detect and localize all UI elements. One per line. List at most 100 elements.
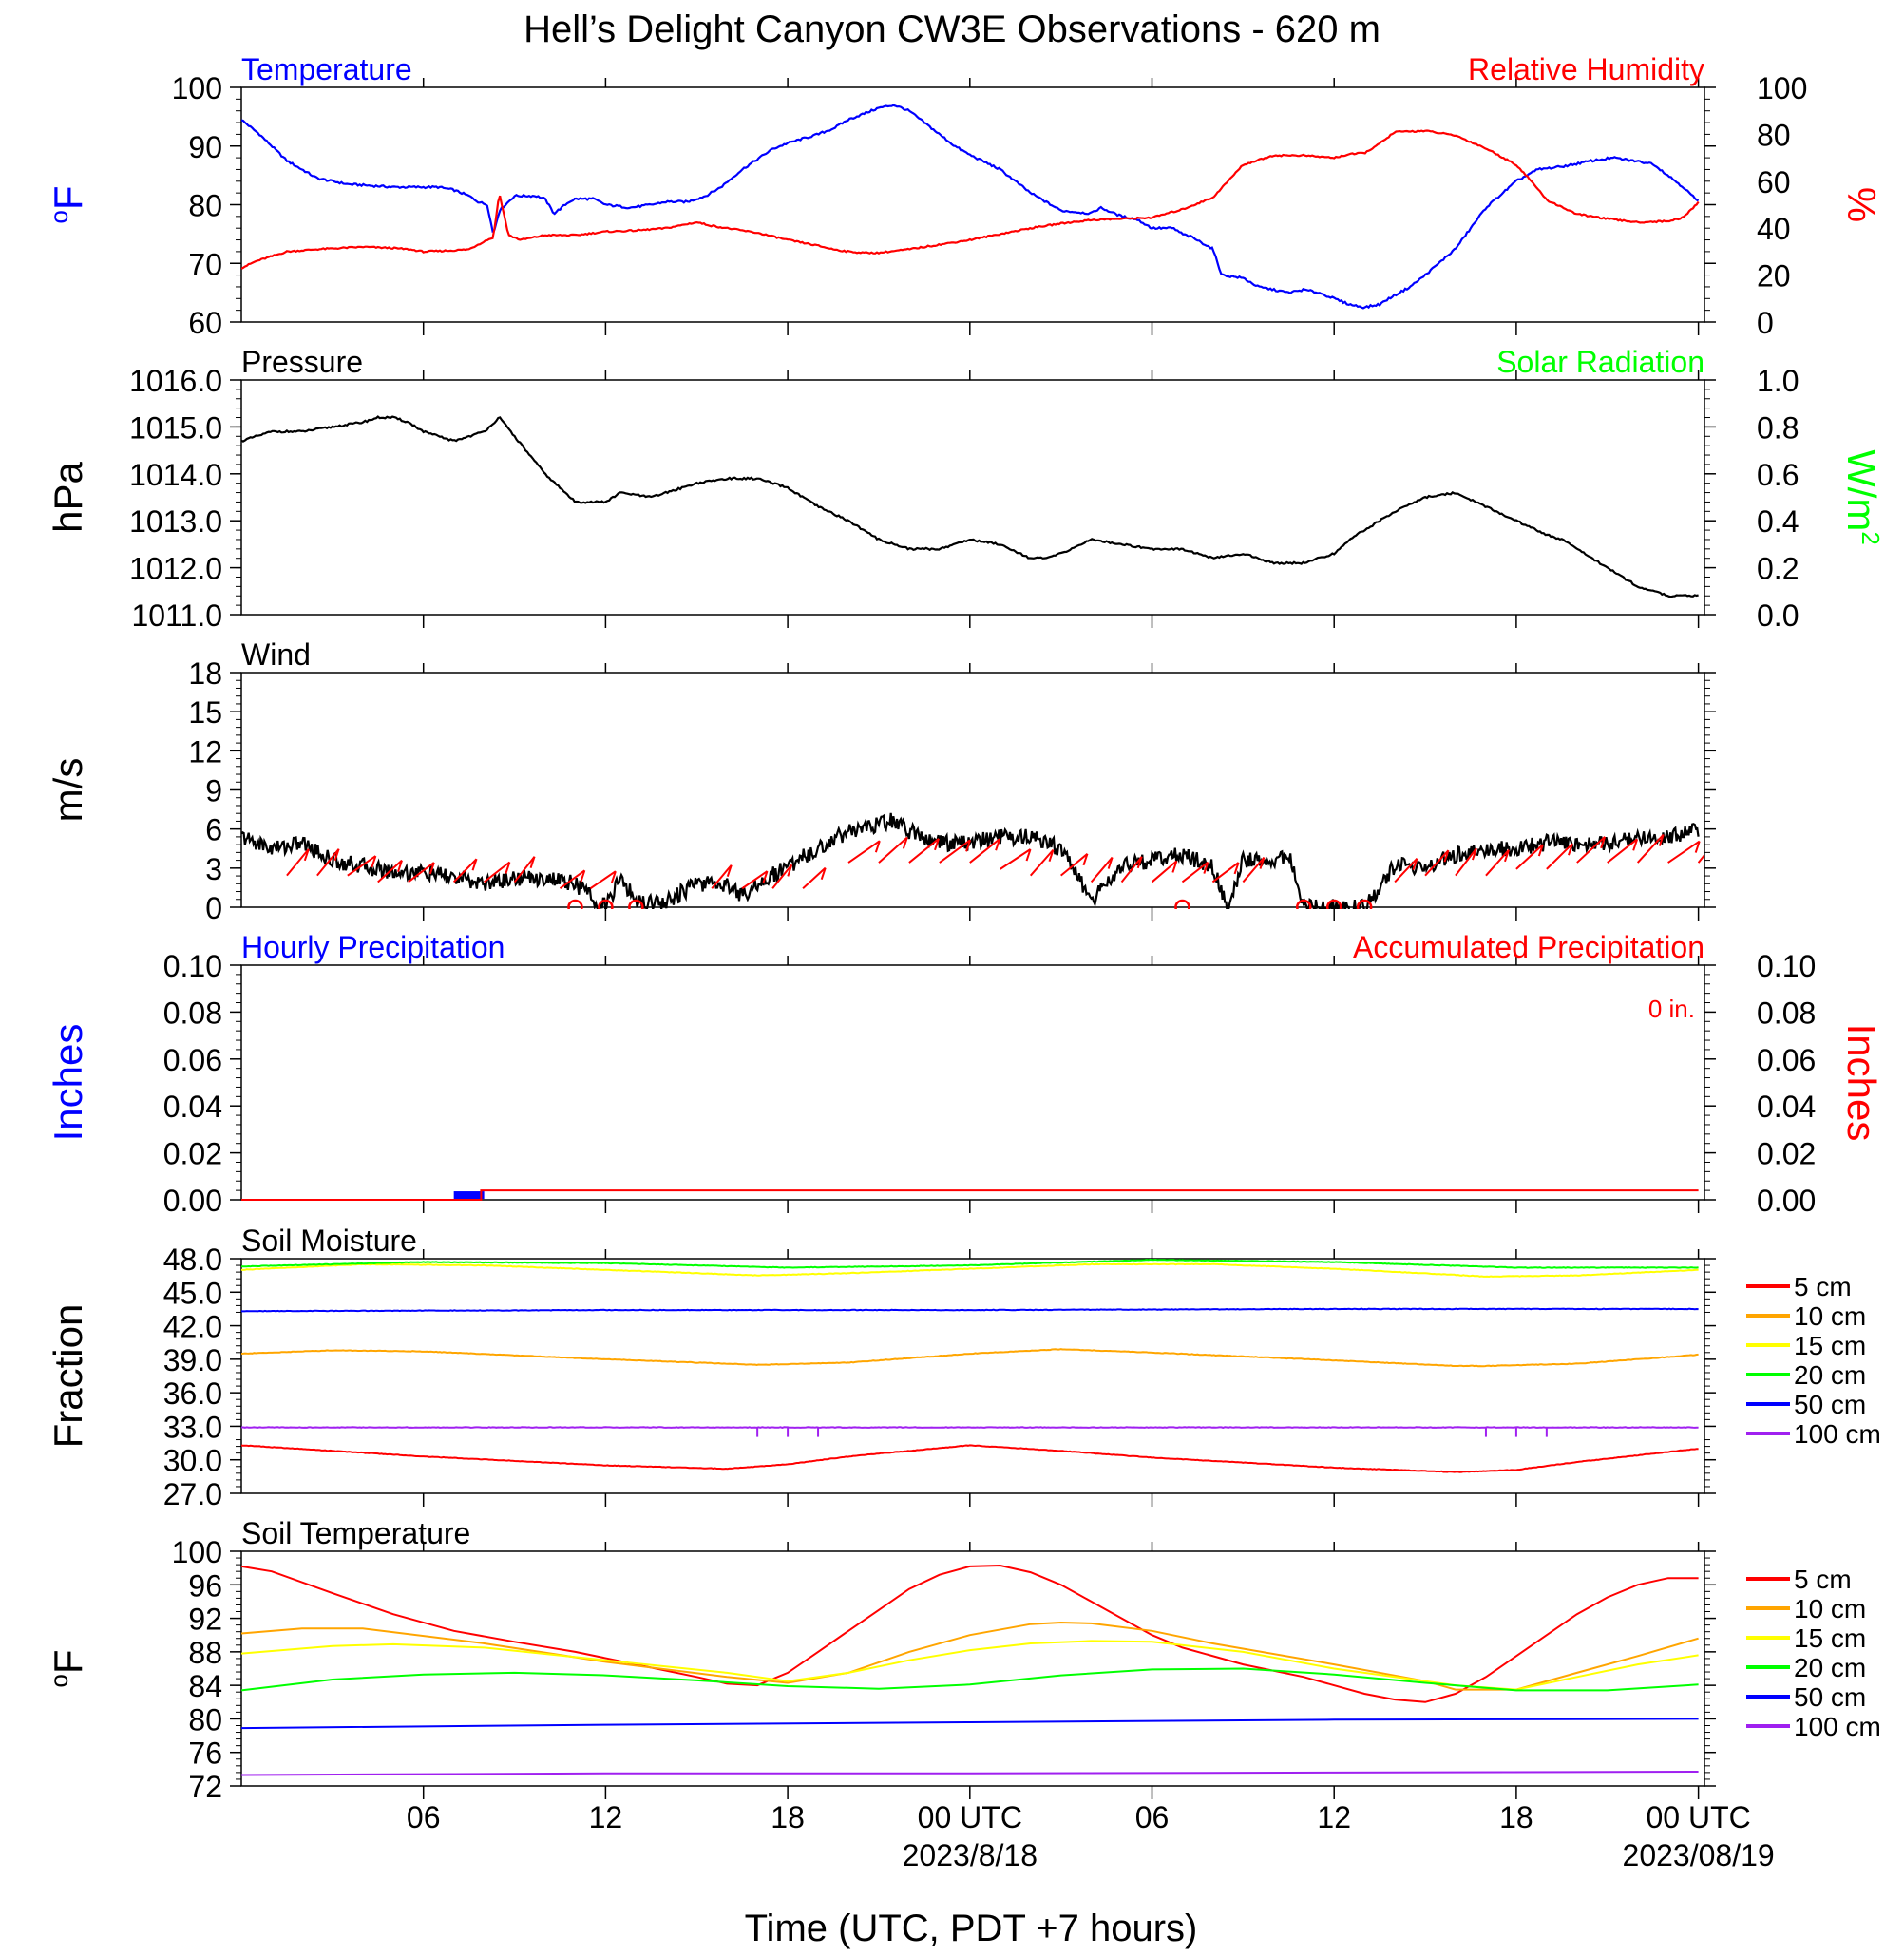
wind-barb <box>513 856 536 883</box>
legend-label: 50 cm <box>1794 1390 1866 1419</box>
x-tick-label: 18 <box>771 1800 805 1834</box>
legend-label: 100 cm <box>1794 1419 1881 1449</box>
wind-barb <box>1636 833 1665 864</box>
legend-label: 15 cm <box>1794 1331 1866 1360</box>
figure-title: Hell’s Delight Canyon CW3E Observations … <box>524 9 1380 50</box>
wind-barb <box>1394 858 1418 883</box>
y-tick-label: 0.08 <box>163 996 222 1030</box>
legend-label: 20 cm <box>1794 1653 1866 1682</box>
panel-title-right: Solar Radiation <box>1496 345 1704 379</box>
y-axis-label-left: Fraction <box>46 1304 90 1449</box>
x-axis-title: Time (UTC, PDT +7 hours) <box>745 1908 1198 1949</box>
series-line <box>241 1258 1699 1269</box>
series-line <box>241 1564 1699 1703</box>
y-right-tick-label: 0.08 <box>1757 996 1816 1030</box>
series-line <box>241 1426 1699 1429</box>
plot-frame <box>240 964 1705 1201</box>
y-tick-label: 9 <box>205 774 222 808</box>
calm-wind-marker <box>598 899 614 909</box>
panel-title-left: Soil Moisture <box>241 1224 417 1258</box>
y-right-tick-label: 0.00 <box>1757 1184 1816 1218</box>
y-tick-label: 60 <box>188 306 222 340</box>
y-right-tick-label: 0.06 <box>1757 1043 1816 1077</box>
wind-barb <box>1090 856 1114 883</box>
calm-wind-marker <box>1356 899 1373 909</box>
wind-barb-flag <box>1259 857 1266 869</box>
wind-barb-flag <box>965 840 972 852</box>
legend-label: 15 cm <box>1794 1623 1866 1653</box>
panel-3: 0.10 0.08 0.06 0.04 0.02 0.00 0.10 0.08 0.06 0.04… <box>46 930 1884 1218</box>
wind-barb-flag <box>820 867 827 880</box>
y-tick-label: 27.0 <box>163 1477 222 1511</box>
y-tick-label: 1013.0 <box>129 504 222 539</box>
y-tick-label: 1014.0 <box>129 458 222 492</box>
y-tick-label: 76 <box>188 1737 222 1771</box>
y-right-tick-label: 0.0 <box>1757 598 1799 633</box>
panel-0: 100 90 80 70 60 100 80 60 40 20 0 Temperature Relati… <box>45 52 1884 340</box>
panel-title-left: Pressure <box>241 345 363 379</box>
y-right-tick-label: 0.4 <box>1757 504 1799 539</box>
y-right-tick-label: 0.6 <box>1757 458 1799 492</box>
wind-barb <box>347 855 376 877</box>
y-right-tick-label: 1.0 <box>1757 364 1799 398</box>
panel-title-right: Relative Humidity <box>1468 52 1704 86</box>
wind-barb <box>1060 853 1089 877</box>
wind-barb-flag <box>934 838 940 851</box>
calm-wind-marker <box>1174 899 1190 909</box>
wind-barb <box>741 870 769 890</box>
panel-1: 1016.0 1015.0 1014.0 1013.0 1012.0 1011.0 1.0 0… <box>46 345 1885 633</box>
wind-barb-flag <box>1567 843 1573 856</box>
x-date-label: 2023/8/18 <box>903 1838 1038 1872</box>
panel-title-right: Accumulated Precipitation <box>1353 930 1704 964</box>
wind-barb-flag <box>787 864 793 877</box>
hourly-precip-bar <box>453 1191 485 1200</box>
y-axis-label-left: Inches <box>46 1024 90 1142</box>
wind-barb <box>1120 856 1143 883</box>
wind-barb-flag <box>762 870 769 883</box>
panel-title-left: Soil Temperature <box>241 1516 470 1550</box>
y-tick-label: 36.0 <box>163 1376 222 1411</box>
wind-barb-flag <box>397 860 403 872</box>
x-tick-label: 12 <box>1317 1800 1351 1834</box>
wind-barb-flag <box>1443 849 1450 863</box>
panel-title-left: Temperature <box>241 52 412 86</box>
series-line <box>241 1771 1699 1776</box>
y-tick-label: 0.04 <box>163 1090 222 1124</box>
y-right-tick-label: 40 <box>1757 212 1791 246</box>
wind-barb-flag <box>428 862 435 875</box>
wind-barb-flag <box>610 870 617 883</box>
wind-barb <box>1485 849 1510 877</box>
y-tick-label: 18 <box>188 656 222 691</box>
wind-barb <box>589 870 617 890</box>
wind-barb <box>1607 838 1638 864</box>
wind-barb-flag <box>1082 853 1089 866</box>
y-tick-label: 92 <box>188 1603 222 1637</box>
wind-barb-flag <box>1694 841 1701 853</box>
y-tick-label: 90 <box>188 130 222 164</box>
wind-barb <box>1576 836 1606 864</box>
wind-barb <box>286 848 310 877</box>
panel-2: 18 15 12 9 6 3 0 Wind m/s <box>46 637 1716 925</box>
wind-barb <box>559 869 585 890</box>
wind-barb <box>1211 862 1240 883</box>
plot-frame <box>240 1550 1705 1787</box>
y-tick-label: 0.10 <box>163 949 222 983</box>
wind-barb <box>1424 849 1450 877</box>
panel-title-left: Wind <box>241 637 311 672</box>
x-date-label: 2023/08/19 <box>1623 1838 1775 1872</box>
y-axis-label-left: hPa <box>46 461 90 532</box>
wind-barb <box>1697 853 1704 864</box>
wind-barb <box>408 862 435 883</box>
y-tick-label: 1012.0 <box>129 552 222 586</box>
wind-barb-flag <box>995 838 1001 851</box>
legend-label: 20 cm <box>1794 1360 1866 1390</box>
wind-barb-flag <box>505 862 511 874</box>
series-line <box>241 104 1700 310</box>
wind-barb-flag <box>1600 836 1607 849</box>
y-tick-label: 45.0 <box>163 1276 222 1310</box>
legend-label: 10 cm <box>1794 1594 1866 1623</box>
wind-barb <box>1029 848 1055 877</box>
wind-barb-flag <box>1504 849 1510 863</box>
wind-barb <box>969 838 1000 864</box>
